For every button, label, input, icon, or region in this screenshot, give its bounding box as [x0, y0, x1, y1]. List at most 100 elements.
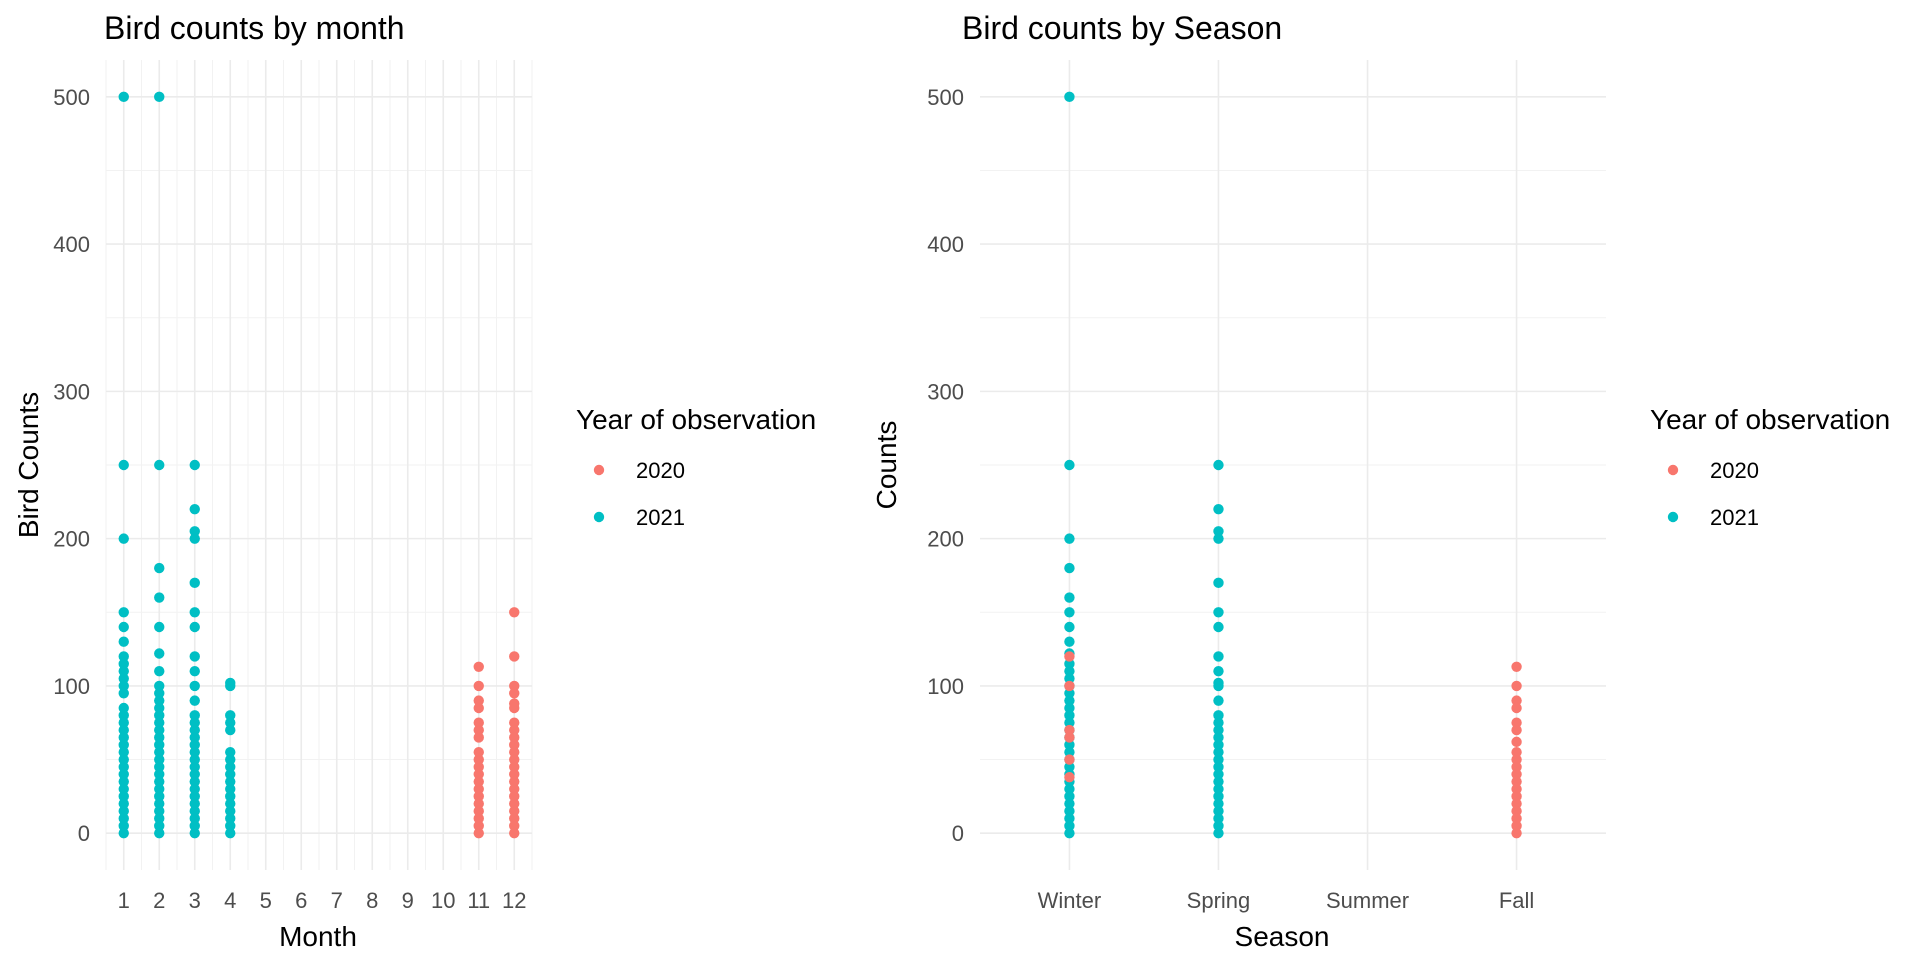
season-y-tick-label: 100 [927, 674, 964, 699]
month-point-2020 [473, 717, 484, 728]
season-point-2020 [1511, 761, 1522, 773]
season-y-axis-title: Counts [871, 421, 902, 510]
month-point-2021 [225, 746, 236, 758]
month-point-2020 [473, 661, 484, 672]
month-point-2021 [225, 805, 236, 817]
season-chart-title: Bird counts by Season [962, 10, 1282, 46]
month-point-2021 [154, 459, 165, 471]
month-point-2021 [154, 791, 165, 802]
month-point-2020 [473, 732, 484, 743]
month-point-2020 [473, 791, 484, 802]
month-x-tick-label: 4 [224, 888, 236, 913]
season-point-2021 [1064, 695, 1075, 706]
month-point-2021 [118, 702, 129, 714]
month-y-tick-label: 100 [53, 674, 90, 699]
season-point-2021 [1213, 754, 1224, 765]
month-x-tick-label: 9 [402, 888, 414, 913]
month-point-2021 [225, 769, 236, 780]
month-point-2021 [189, 746, 200, 758]
month-point-2021 [118, 717, 129, 728]
season-x-axis-title: Season [1235, 921, 1330, 952]
season-point-2020 [1511, 783, 1522, 795]
month-y-tick-label: 200 [53, 527, 90, 552]
month-point-2021 [118, 739, 129, 751]
season-point-2021 [1064, 621, 1075, 633]
season-point-2021 [1213, 577, 1224, 589]
season-legend-label-2021: 2021 [1710, 505, 1759, 530]
month-point-2021 [225, 813, 236, 824]
month-legend-key-2020 [593, 464, 605, 476]
month-point-2021 [118, 621, 129, 633]
season-point-2021 [1064, 805, 1075, 817]
month-point-2020 [473, 695, 484, 706]
month-point-2021 [189, 761, 200, 773]
month-point-2021 [154, 732, 165, 743]
month-chart-title: Bird counts by month [104, 10, 405, 46]
month-point-2021 [154, 710, 165, 721]
month-point-2021 [118, 783, 129, 795]
season-point-2020 [1064, 732, 1075, 743]
month-point-2020 [509, 680, 520, 692]
season-point-2021 [1064, 746, 1075, 758]
month-legend-key-2021 [593, 511, 605, 523]
month-point-2021 [189, 695, 200, 706]
season-point-2021 [1064, 607, 1075, 618]
season-legend-key-2020 [1667, 464, 1679, 476]
month-point-2021 [189, 717, 200, 728]
month-point-2021 [118, 798, 129, 809]
month-x-tick-label: 2 [153, 888, 165, 913]
month-point-2020 [509, 717, 520, 728]
month-point-2021 [154, 798, 165, 809]
month-point-2020 [509, 754, 520, 765]
month-point-2020 [509, 724, 520, 736]
month-point-2021 [118, 710, 129, 721]
season-x-tick-label: Spring [1187, 888, 1251, 913]
month-point-2020 [473, 798, 484, 809]
month-point-2021 [189, 783, 200, 795]
month-point-2021 [154, 688, 165, 699]
month-y-tick-label: 500 [53, 85, 90, 110]
month-point-2020 [509, 651, 520, 662]
month-point-2021 [118, 658, 129, 670]
season-point-2021 [1064, 91, 1075, 103]
season-point-2020 [1064, 772, 1075, 783]
season-point-2021 [1064, 658, 1075, 670]
month-x-tick-label: 5 [260, 888, 272, 913]
season-point-2020 [1511, 791, 1522, 802]
season-point-2021 [1064, 820, 1075, 832]
season-point-2020 [1511, 736, 1522, 748]
month-point-2021 [189, 776, 200, 787]
month-point-2020 [509, 798, 520, 809]
season-point-2021 [1213, 769, 1224, 780]
season-point-2021 [1213, 761, 1224, 773]
season-point-2020 [1064, 680, 1075, 692]
month-point-2021 [225, 791, 236, 802]
month-point-2021 [189, 710, 200, 721]
season-point-2020 [1064, 754, 1075, 765]
month-point-2021 [225, 827, 236, 839]
month-point-2021 [225, 776, 236, 787]
season-point-2021 [1064, 717, 1075, 728]
month-point-2021 [189, 769, 200, 780]
season-point-2020 [1511, 754, 1522, 765]
season-point-2021 [1064, 798, 1075, 809]
season-point-2020 [1511, 805, 1522, 817]
month-point-2021 [225, 798, 236, 809]
season-point-2021 [1213, 746, 1224, 758]
month-point-2021 [189, 680, 200, 692]
month-point-2020 [509, 607, 520, 618]
season-point-2021 [1064, 827, 1075, 839]
month-point-2020 [473, 783, 484, 795]
month-point-2021 [118, 761, 129, 773]
month-point-2021 [118, 459, 129, 471]
month-point-2021 [189, 577, 200, 589]
season-y-tick-label: 0 [952, 821, 964, 846]
month-point-2021 [189, 665, 200, 677]
season-point-2021 [1213, 680, 1224, 692]
month-point-2021 [118, 636, 129, 647]
month-x-tick-label: 8 [366, 888, 378, 913]
month-point-2020 [473, 754, 484, 765]
season-point-2021 [1213, 710, 1224, 721]
month-point-2021 [154, 724, 165, 736]
month-y-tick-label: 300 [53, 379, 90, 404]
